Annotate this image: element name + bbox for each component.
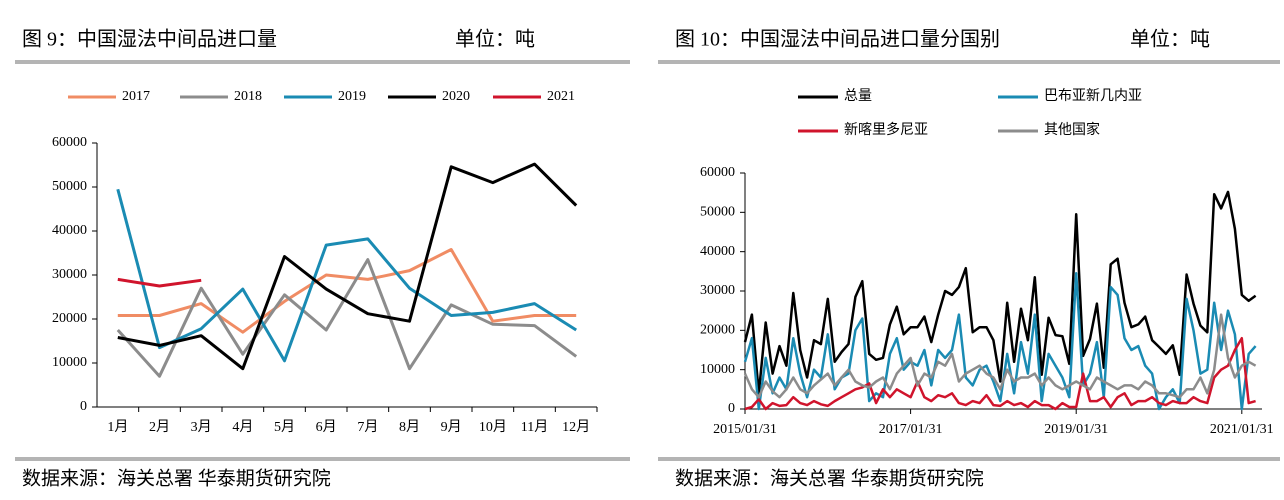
legend-label: 2020 <box>442 89 470 104</box>
legend-label: 2021 <box>547 89 575 104</box>
legend-label: 2019 <box>338 89 366 104</box>
y-tick-label: 50000 <box>700 205 735 220</box>
y-tick-label: 10000 <box>52 355 87 370</box>
x-tick-label: 3月 <box>191 419 212 435</box>
source-note: 数据来源：海关总署 华泰期货研究院 <box>22 467 331 489</box>
x-tick-label: 9月 <box>441 419 462 435</box>
x-tick-label: 4月 <box>232 419 253 435</box>
series-line <box>116 258 578 378</box>
series-line <box>116 188 578 363</box>
legend-label: 其他国家 <box>1044 121 1100 138</box>
x-tick-label: 7月 <box>357 419 378 435</box>
title-rule <box>15 60 630 64</box>
x-tick-label: 12月 <box>562 419 590 435</box>
series-line <box>117 162 578 371</box>
x-tick-label: 11月 <box>521 419 548 435</box>
series-line <box>117 277 202 288</box>
y-tick-label: 20000 <box>700 323 735 338</box>
chart-title: 图 9：中国湿法中间品进口量 <box>22 28 277 51</box>
x-tick-label: 2021/01/31 <box>1210 422 1274 437</box>
source-note: 数据来源：海关总署 华泰期货研究院 <box>675 467 984 489</box>
y-tick-label: 40000 <box>52 223 87 238</box>
series-line <box>743 190 1257 395</box>
x-tick-label: 1月 <box>107 419 128 435</box>
y-tick-label: 60000 <box>52 135 87 150</box>
x-tick-label: 2019/01/31 <box>1044 422 1108 437</box>
x-tick-label: 5月 <box>274 419 295 435</box>
series-line <box>743 313 1257 399</box>
x-tick-label: 2015/01/31 <box>713 422 777 437</box>
y-tick-label: 0 <box>80 399 87 414</box>
x-tick-label: 10月 <box>479 419 507 435</box>
unit-label: 单位：吨 <box>455 28 535 51</box>
source-rule <box>15 457 630 461</box>
series-line <box>743 272 1257 411</box>
series-line <box>744 336 1256 411</box>
x-tick-label: 2017/01/31 <box>879 422 943 437</box>
legend-label: 2017 <box>122 89 150 104</box>
unit-label: 单位：吨 <box>1130 28 1210 51</box>
y-tick-label: 30000 <box>700 283 735 298</box>
legend-label: 巴布亚新几内亚 <box>1044 88 1142 104</box>
source-rule <box>658 457 1280 461</box>
y-tick-label: 40000 <box>700 244 735 259</box>
y-tick-label: 50000 <box>52 179 87 194</box>
title-rule <box>658 60 1280 64</box>
chart-title: 图 10：中国湿法中间品进口量分国别 <box>675 28 1000 51</box>
y-tick-label: 30000 <box>52 267 87 282</box>
legend-label: 新喀里多尼亚 <box>844 121 928 138</box>
legend-label: 总量 <box>844 88 872 104</box>
y-tick-label: 60000 <box>700 165 735 180</box>
y-tick-label: 10000 <box>700 362 735 377</box>
x-tick-label: 8月 <box>399 419 420 435</box>
y-tick-label: 0 <box>728 401 735 416</box>
x-tick-label: 2月 <box>149 419 170 435</box>
x-tick-label: 6月 <box>316 419 337 435</box>
legend-label: 2018 <box>234 89 262 104</box>
y-tick-label: 20000 <box>52 311 87 326</box>
